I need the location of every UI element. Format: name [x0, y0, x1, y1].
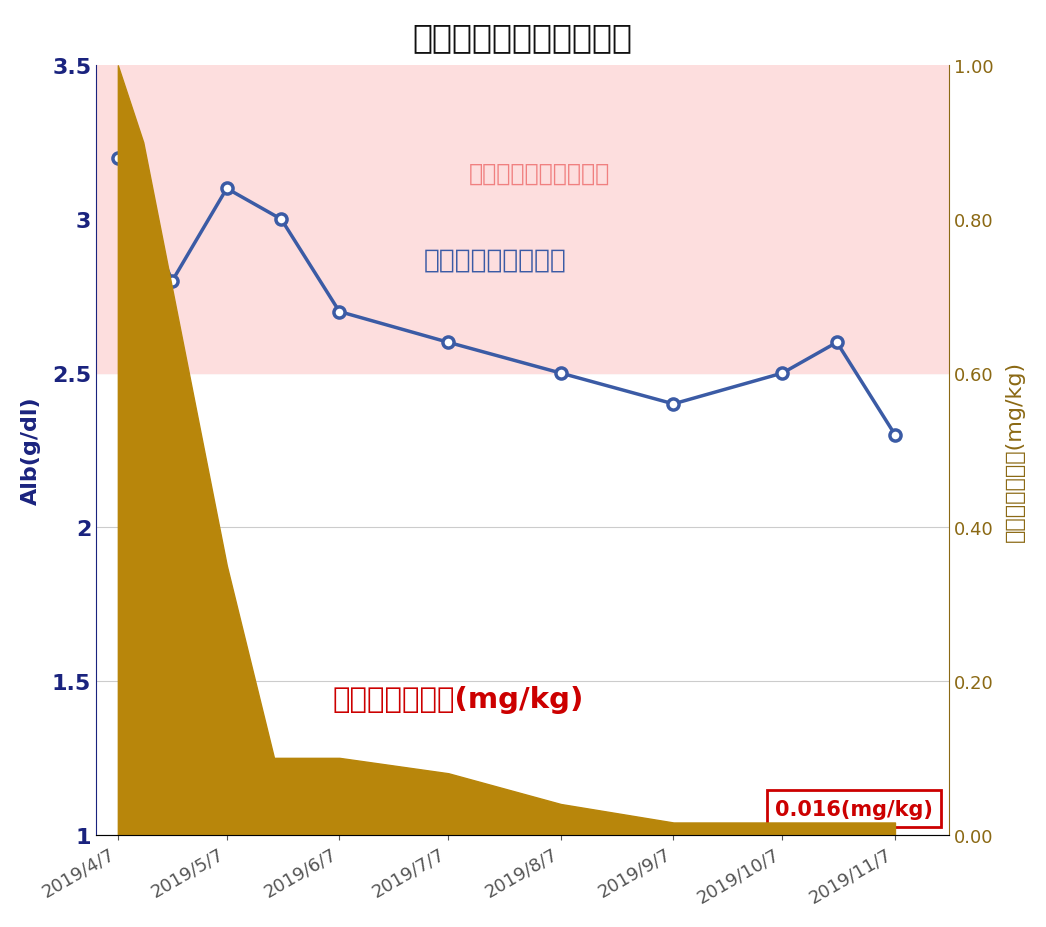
- Text: プレドニゾロン(mg/kg): プレドニゾロン(mg/kg): [332, 686, 584, 714]
- Text: 0.016(mg/kg): 0.016(mg/kg): [775, 799, 933, 819]
- Text: 血中アルブミン濃度: 血中アルブミン濃度: [424, 247, 567, 273]
- Y-axis label: Alb(g/dl): Alb(g/dl): [21, 397, 41, 505]
- Title: 梅太郎ちゃんの治療経過: 梅太郎ちゃんの治療経過: [413, 20, 633, 54]
- Text: アルブミンの基準範囲: アルブミンの基準範囲: [469, 162, 610, 185]
- Y-axis label: プレドニゾロン(mg/kg): プレドニゾロン(mg/kg): [1005, 360, 1025, 541]
